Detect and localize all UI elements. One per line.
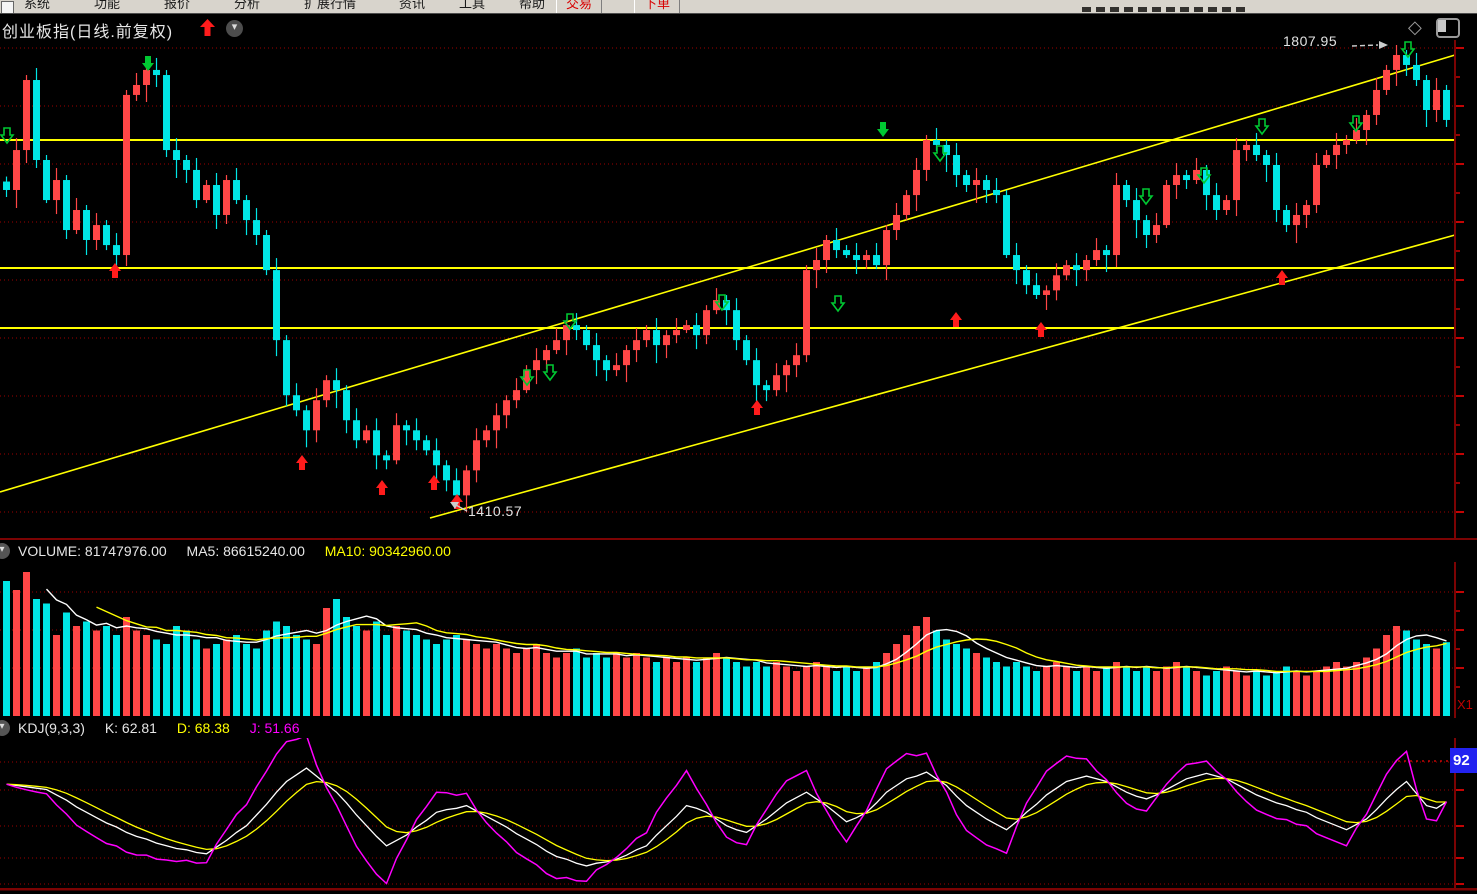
sell-arrow-hollow-icon — [714, 294, 730, 312]
menu-item-2[interactable]: 报价 — [164, 0, 191, 11]
sell-arrow-hollow-icon — [519, 369, 535, 387]
menu-item-1[interactable]: 功能 — [94, 0, 121, 11]
kdj-k-line — [6, 767, 1447, 867]
kdj-d-value: D: 68.38 — [176, 720, 230, 736]
menu-button-0[interactable]: 交易 — [556, 0, 603, 13]
buy-arrow-icon — [109, 263, 121, 278]
volume-axis — [1454, 562, 1456, 718]
instrument-title: 创业板指(日线.前复权) — [2, 24, 174, 41]
sell-arrow-hollow-icon — [1254, 118, 1270, 136]
sell-arrow-hollow-icon — [1348, 115, 1364, 133]
kline-chart[interactable] — [0, 40, 1477, 538]
price-axis — [1454, 40, 1456, 538]
kdj-axis — [1454, 738, 1456, 888]
menu-item-5[interactable]: 资讯 — [399, 0, 426, 11]
candles — [3, 45, 1450, 513]
kdj-label: KDJ(9,3,3) — [18, 720, 85, 736]
price-up-arrow-icon — [200, 19, 215, 36]
kdj-j-line — [6, 738, 1448, 885]
kdj-j-value: J: 51.66 — [249, 720, 300, 736]
sell-arrow-hollow-icon — [932, 145, 948, 163]
sell-arrow-hollow-icon — [1196, 167, 1212, 185]
buy-arrow-icon — [296, 455, 308, 470]
menu-bar: 系统 功能 报价 分析 扩展行情 资讯 工具 帮助 交易 下单 — [0, 0, 1477, 14]
annotations — [450, 41, 1388, 512]
chevron-down-icon[interactable]: ▾ — [226, 20, 243, 37]
sell-arrow-hollow-icon — [562, 313, 578, 331]
buy-arrow-icon — [950, 312, 962, 327]
kdj-d-line — [6, 777, 1447, 862]
menu-right-text-fragment — [1082, 7, 1250, 12]
volume-ma10: MA10: 90342960.00 — [324, 543, 451, 559]
collapse-kdj-icon[interactable]: ▾ — [0, 720, 10, 736]
kdj-value-badge: 92 — [1450, 748, 1477, 773]
low-price-label: 1410.57 — [468, 503, 523, 519]
volume-ma10-line — [96, 606, 1447, 673]
sell-arrow-hollow-icon — [1138, 188, 1154, 206]
buy-arrow-icon — [451, 494, 463, 509]
kdj-k-value: K: 62.81 — [104, 720, 157, 736]
chart-title-bar: 创业板指(日线.前复权) ▾ ◇ — [0, 14, 1477, 41]
buy-arrow-icon — [751, 400, 763, 415]
menu-item-6[interactable]: 工具 — [459, 0, 486, 11]
buy-arrow-icon — [376, 480, 388, 495]
sell-arrow-hollow-icon — [0, 127, 15, 145]
buy-arrow-icon — [1276, 270, 1288, 285]
drawn-lines — [0, 54, 1456, 519]
sell-arrow-icon — [142, 56, 154, 71]
volume-bars — [3, 572, 1450, 716]
buy-arrow-icon — [428, 475, 440, 490]
grid-lines — [0, 47, 1464, 513]
kdj-chart[interactable] — [0, 738, 1477, 894]
menu-item-3[interactable]: 分析 — [234, 0, 261, 11]
menu-item-4[interactable]: 扩展行情 — [304, 0, 357, 11]
panel-divider — [0, 538, 1477, 540]
sell-arrow-hollow-icon — [542, 364, 558, 382]
high-price-label: 1807.95 — [1283, 33, 1338, 49]
volume-value: VOLUME: 81747976.00 — [18, 543, 167, 559]
signal-markers — [0, 41, 1416, 509]
split-view-icon[interactable] — [1436, 18, 1460, 38]
diamond-draw-icon[interactable]: ◇ — [1408, 17, 1422, 37]
bottom-border — [0, 888, 1477, 891]
sell-arrow-hollow-icon — [830, 295, 846, 313]
kdj-header: ▾ KDJ(9,3,3) K: 62.81 D: 68.38 J: 51.66 — [0, 718, 1477, 738]
sell-arrow-icon — [877, 122, 889, 137]
sell-arrow-hollow-icon — [1400, 41, 1416, 59]
volume-ma5: MA5: 86615240.00 — [186, 543, 305, 559]
buy-arrow-icon — [1035, 322, 1047, 337]
menu-item-7[interactable]: 帮助 — [519, 0, 546, 11]
volume-scale-label: X1 — [1457, 697, 1473, 712]
volume-header: ▾ VOLUME: 81747976.00 MA5: 86615240.00 M… — [0, 541, 1477, 562]
collapse-volume-icon[interactable]: ▾ — [0, 543, 10, 559]
app-window-icon[interactable] — [1, 1, 14, 13]
volume-chart[interactable] — [0, 562, 1477, 718]
menu-item-0[interactable]: 系统 — [24, 0, 51, 11]
menu-button-1[interactable]: 下单 — [634, 0, 681, 13]
